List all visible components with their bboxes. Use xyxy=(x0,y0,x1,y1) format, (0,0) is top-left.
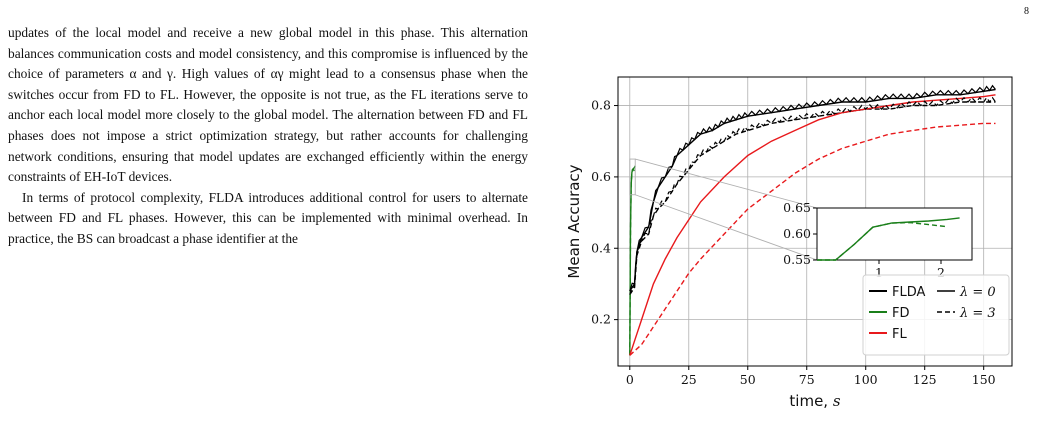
body-paragraph-2: In terms of protocol complexity, FLDA in… xyxy=(8,189,528,246)
accuracy-figure: 0 25 50 75 100 125 150 0.2 0.4 0.6 0.8 time, s Mean … xyxy=(555,60,1015,430)
y-tick-label: 0.2 xyxy=(591,312,611,327)
x-tick-label: 75 xyxy=(799,372,815,387)
page-number: 8 xyxy=(1024,6,1029,17)
zoom-region-box xyxy=(629,158,636,196)
body-paragraph-1: updates of the local model and receive a… xyxy=(8,25,528,185)
legend-label-fl: FL xyxy=(892,327,907,342)
legend-label-lambda-0: λ = 0 xyxy=(959,285,996,300)
body-text-column: updates of the local model and receive a… xyxy=(8,23,528,250)
inset-x-tick-label: 1 xyxy=(875,265,883,280)
series-flda-sawtooth-lambda-0 xyxy=(629,84,996,292)
series-flda-sawtooth-lambda-3 xyxy=(629,96,996,295)
legend-label-lambda-1: λ = 3 xyxy=(959,306,996,321)
plot-frame xyxy=(617,76,1013,367)
x-tick-label: 125 xyxy=(913,372,937,387)
zoom-connector-line xyxy=(635,194,818,261)
y-tick-label: 0.4 xyxy=(591,240,611,255)
legend-label-fd: FD xyxy=(892,306,910,321)
y-tick-label: 0.6 xyxy=(591,169,611,184)
y-tick-label: 0.8 xyxy=(591,98,611,113)
inset-y-tick-label: 0.55 xyxy=(783,252,811,267)
legend-label-flda: FLDA xyxy=(892,285,926,300)
legend-box xyxy=(862,274,1010,356)
x-tick-label: 50 xyxy=(740,372,756,387)
series-fl-lambda-3 xyxy=(629,122,996,356)
zoom-connector-line xyxy=(635,158,818,209)
series-fd-lambda-3 xyxy=(629,168,636,356)
x-tick-label: 150 xyxy=(972,372,996,387)
x-tick-label: 0 xyxy=(626,372,634,387)
x-tick-label: 100 xyxy=(854,372,878,387)
inset-y-tick-label: 0.65 xyxy=(783,200,811,215)
x-axis-label: time, s xyxy=(789,392,840,410)
x-tick-label: 25 xyxy=(681,372,697,387)
accuracy-chart: 0 25 50 75 100 125 150 0.2 0.4 0.6 0.8 time, s Mean … xyxy=(565,76,1013,410)
inset-frame xyxy=(816,207,973,261)
y-axis-label: Mean Accuracy xyxy=(565,164,583,278)
inset-x-tick-label: 2 xyxy=(937,265,945,280)
inset-y-tick-label: 0.60 xyxy=(783,226,811,241)
inset-series-fd-lambda-3 xyxy=(817,221,948,261)
